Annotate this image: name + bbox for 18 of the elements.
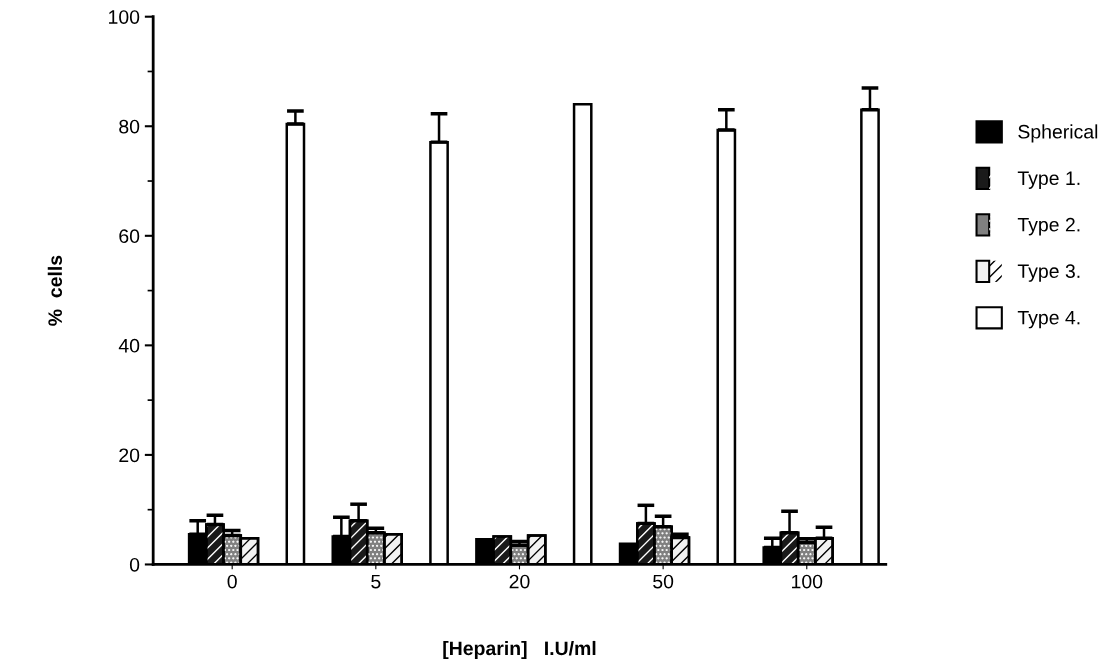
y-tick-label: 40 [118, 338, 140, 353]
x-tick-label: 5 [371, 574, 381, 589]
legend-label: Type 1. [1017, 171, 1080, 189]
y-tick-label: 20 [119, 448, 140, 463]
x-tick-label: 0 [227, 574, 237, 589]
legend-label: Spherical [1018, 124, 1098, 143]
legend-label: Type 2. [1017, 217, 1080, 236]
x-tick-label: 20 [509, 574, 530, 589]
x-tick-label: 100 [792, 574, 823, 589]
y-tick-label: 100 [109, 10, 140, 24]
x-tick-label: 50 [653, 574, 674, 589]
y-axis-title: % cells [47, 255, 63, 326]
x-axis-title: [Heparin] I.U/ml [443, 640, 596, 660]
y-tick-label: 60 [119, 229, 140, 244]
y-tick-label: 0 [129, 557, 140, 572]
y-tick-label: 80 [119, 119, 140, 134]
legend-label: Type 3. [1017, 264, 1080, 282]
legend-label: Type 4. [1017, 310, 1080, 329]
